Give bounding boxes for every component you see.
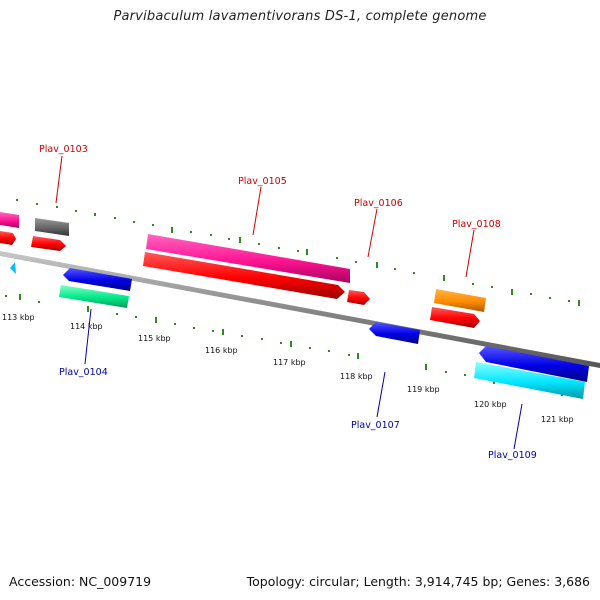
gene-label-plav-0106[interactable]: Plav_0106 — [354, 198, 403, 209]
gene-label-plav-0108[interactable]: Plav_0108 — [452, 219, 501, 230]
gene-block[interactable] — [146, 234, 350, 283]
topology-text: Topology: circular; Length: 3,914,745 bp… — [246, 574, 590, 589]
kbp-label-120: 120 kbp — [474, 400, 507, 409]
gene-arrow[interactable] — [479, 346, 589, 382]
genome-backbone — [0, 251, 600, 368]
gene-label-plav-0109[interactable]: Plav_0109 — [488, 450, 537, 461]
gene-block[interactable] — [0, 212, 19, 228]
kbp-label-118: 118 kbp — [340, 372, 373, 381]
gene-label-plav-0105[interactable]: Plav_0105 — [238, 176, 287, 187]
gene-label-plav-0104[interactable]: Plav_0104 — [59, 367, 108, 378]
gene-arrow[interactable] — [31, 236, 66, 251]
forward-callouts — [55, 155, 475, 278]
kbp-label-116: 116 kbp — [205, 346, 238, 355]
gene-block[interactable] — [59, 285, 129, 308]
gene-label-plav-0107[interactable]: Plav_0107 — [351, 420, 400, 431]
kbp-label-113: 113 kbp — [2, 313, 35, 322]
gene-label-plav-0103[interactable]: Plav_0103 — [39, 144, 88, 155]
kbp-label-114: 114 kbp — [70, 322, 103, 331]
gene-block[interactable] — [474, 362, 585, 399]
map-title: Parvibaculum lavamentivorans DS-1, compl… — [113, 9, 487, 24]
gene-block[interactable] — [35, 218, 69, 236]
gene-arrow[interactable] — [347, 290, 370, 305]
gene-block[interactable] — [434, 289, 486, 312]
kbp-label-117: 117 kbp — [273, 358, 306, 367]
forward-tick-row — [16, 199, 580, 306]
gene-arrow[interactable] — [143, 252, 345, 299]
forward-genes — [0, 212, 486, 328]
gene-arrow[interactable] — [10, 262, 16, 274]
accession-text: Accession: NC_009719 — [9, 574, 152, 589]
gene-arrow[interactable] — [430, 307, 480, 328]
reverse-callouts — [84, 308, 523, 450]
kbp-label-121: 121 kbp — [541, 415, 574, 424]
kbp-label-115: 115 kbp — [138, 334, 171, 343]
gene-arrow[interactable] — [63, 268, 132, 291]
gene-arrow[interactable] — [0, 231, 16, 245]
kbp-label-119: 119 kbp — [407, 385, 440, 394]
gene-arrow[interactable] — [369, 322, 420, 344]
reverse-genes — [10, 262, 589, 399]
